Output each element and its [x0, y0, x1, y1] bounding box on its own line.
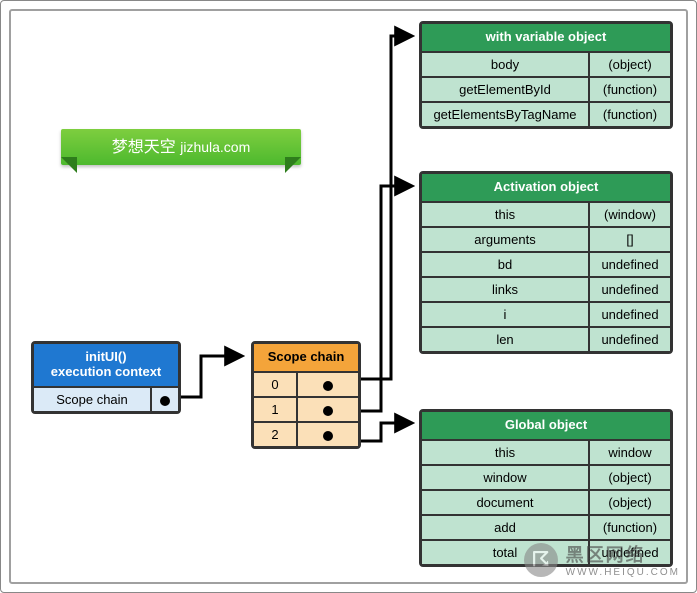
diagram-frame: 梦想天空 jizhula.com initUI() execution cont…: [0, 0, 697, 593]
prop-name: window: [422, 466, 588, 489]
context-scope-pointer: [150, 388, 178, 411]
table-row: this window: [422, 439, 670, 464]
activation-object-table: Activation object this (window)arguments…: [419, 171, 673, 354]
prop-name: bd: [422, 253, 588, 276]
prop-value: undefined: [588, 278, 670, 301]
context-scope-row: Scope chain: [34, 386, 178, 411]
prop-value: (function): [588, 516, 670, 539]
table-row: body (object): [422, 51, 670, 76]
prop-name: i: [422, 303, 588, 326]
prop-value: (object): [588, 53, 670, 76]
watermark: ☈ 黑区网络 WWW.HEIQU.COM: [524, 541, 680, 578]
ribbon-text-cn: 梦想天空: [112, 139, 176, 156]
prop-value: (object): [588, 466, 670, 489]
prop-value: (function): [588, 103, 670, 126]
table-row: i undefined: [422, 301, 670, 326]
execution-context-box: initUI() execution context Scope chain: [31, 341, 181, 414]
prop-name: this: [422, 203, 588, 226]
table-row: getElementById (function): [422, 76, 670, 101]
scope-chain-row: 1: [254, 396, 358, 421]
execution-context-header: initUI() execution context: [34, 344, 178, 386]
with-variable-object-table: with variable object body (object)getEle…: [419, 21, 673, 129]
scope-pointer: [296, 398, 358, 421]
context-scope-label: Scope chain: [34, 388, 150, 411]
prop-name: body: [422, 53, 588, 76]
watermark-line1: 黑区网络: [566, 541, 680, 567]
table-row: links undefined: [422, 276, 670, 301]
table-row: this (window): [422, 201, 670, 226]
prop-value: (object): [588, 491, 670, 514]
prop-value: undefined: [588, 328, 670, 351]
scope-index: 0: [254, 373, 296, 396]
scope-index: 2: [254, 423, 296, 446]
prop-value: undefined: [588, 253, 670, 276]
prop-value: (function): [588, 78, 670, 101]
scope-chain-header: Scope chain: [254, 344, 358, 371]
prop-value: undefined: [588, 303, 670, 326]
context-header-line2: execution context: [40, 364, 172, 379]
table-row: arguments []: [422, 226, 670, 251]
prop-value: (window): [588, 203, 670, 226]
context-header-line1: initUI(): [40, 349, 172, 364]
global-object-title: Global object: [422, 412, 670, 439]
table-row: getElementsByTagName (function): [422, 101, 670, 126]
prop-name: links: [422, 278, 588, 301]
scope-index: 1: [254, 398, 296, 421]
with-vo-title: with variable object: [422, 24, 670, 51]
table-row: window (object): [422, 464, 670, 489]
prop-name: arguments: [422, 228, 588, 251]
scope-pointer: [296, 423, 358, 446]
scope-pointer: [296, 373, 358, 396]
prop-name: add: [422, 516, 588, 539]
table-row: add (function): [422, 514, 670, 539]
prop-value: window: [588, 441, 670, 464]
table-row: document (object): [422, 489, 670, 514]
watermark-line2: WWW.HEIQU.COM: [566, 567, 680, 578]
scope-chain-box: Scope chain 0 1 2: [251, 341, 361, 449]
ribbon-badge: 梦想天空 jizhula.com: [61, 129, 301, 183]
prop-name: getElementById: [422, 78, 588, 101]
ribbon-text-en: jizhula.com: [180, 139, 250, 155]
scope-chain-row: 2: [254, 421, 358, 446]
watermark-icon: ☈: [524, 543, 558, 577]
prop-name: document: [422, 491, 588, 514]
prop-name: this: [422, 441, 588, 464]
prop-value: []: [588, 228, 670, 251]
table-row: len undefined: [422, 326, 670, 351]
scope-chain-row: 0: [254, 371, 358, 396]
prop-name: len: [422, 328, 588, 351]
table-row: bd undefined: [422, 251, 670, 276]
prop-name: getElementsByTagName: [422, 103, 588, 126]
activation-object-title: Activation object: [422, 174, 670, 201]
